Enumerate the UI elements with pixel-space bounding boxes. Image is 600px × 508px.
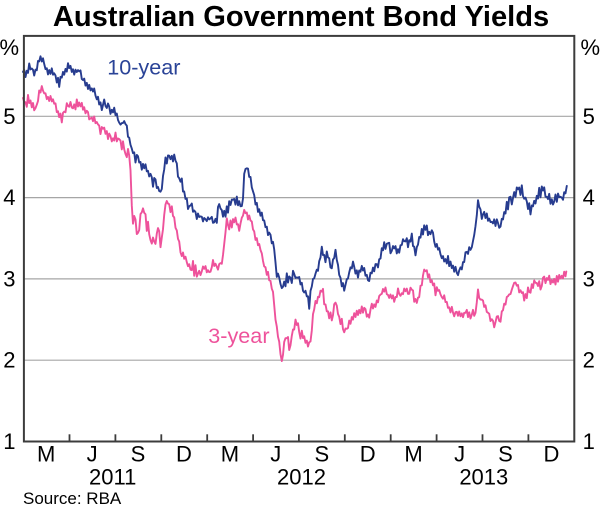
svg-text:4: 4 xyxy=(583,185,595,210)
svg-text:%: % xyxy=(0,35,19,60)
svg-text:S: S xyxy=(498,441,513,466)
svg-text:S: S xyxy=(314,441,329,466)
svg-text:M: M xyxy=(37,441,55,466)
svg-text:2011: 2011 xyxy=(89,465,136,490)
svg-text:M: M xyxy=(404,441,422,466)
svg-text:S: S xyxy=(131,441,146,466)
svg-text:2013: 2013 xyxy=(459,465,508,490)
svg-text:Australian Government Bond Yie: Australian Government Bond Yields xyxy=(53,1,549,33)
svg-text:2: 2 xyxy=(3,348,15,373)
svg-text:J: J xyxy=(270,441,281,466)
svg-text:5: 5 xyxy=(583,104,595,129)
svg-text:3: 3 xyxy=(583,267,595,292)
svg-text:J: J xyxy=(87,441,98,466)
svg-text:3: 3 xyxy=(3,267,15,292)
svg-text:M: M xyxy=(221,441,239,466)
svg-text:1: 1 xyxy=(583,429,595,454)
svg-text:2012: 2012 xyxy=(277,465,326,490)
svg-text:D: D xyxy=(360,441,376,466)
svg-text:2: 2 xyxy=(583,348,595,373)
svg-text:D: D xyxy=(543,441,559,466)
svg-text:1: 1 xyxy=(3,429,15,454)
svg-text:Source: RBA: Source: RBA xyxy=(23,489,122,508)
svg-text:4: 4 xyxy=(3,185,15,210)
svg-text:3-year: 3-year xyxy=(208,323,269,348)
svg-text:J: J xyxy=(454,441,465,466)
svg-text:D: D xyxy=(176,441,192,466)
svg-text:10-year: 10-year xyxy=(107,54,180,79)
svg-text:%: % xyxy=(581,35,600,60)
svg-text:5: 5 xyxy=(3,104,15,129)
